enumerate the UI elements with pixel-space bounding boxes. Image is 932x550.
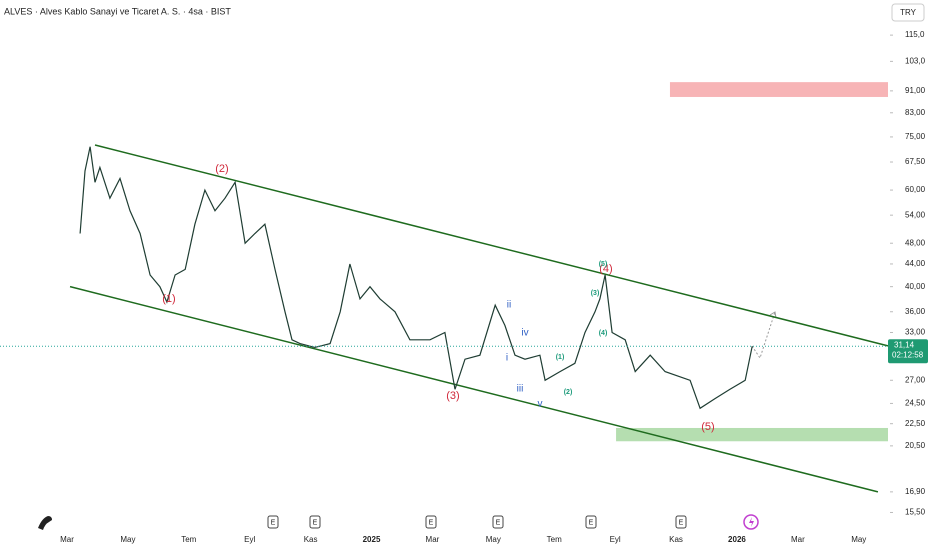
y-tick-label: 54,00 xyxy=(905,210,926,219)
y-tick-label: 60,00 xyxy=(905,185,926,194)
event-label: E xyxy=(429,519,434,526)
event-label: E xyxy=(679,519,684,526)
x-tick-label: May xyxy=(851,535,866,544)
price-line xyxy=(79,146,753,410)
wave-label: (1) xyxy=(162,293,175,305)
wave-label: (5) xyxy=(701,421,714,433)
wave-label: iii xyxy=(517,384,524,395)
y-tick-label: 67,50 xyxy=(905,157,926,166)
y-tick-label: 115,0 xyxy=(905,30,925,39)
event-badge[interactable] xyxy=(492,515,504,529)
wave-label: v xyxy=(538,399,543,410)
price-tag xyxy=(888,339,928,364)
event-label: E xyxy=(496,519,501,526)
y-tick-label: 91,00 xyxy=(905,86,926,95)
lightning-icon[interactable] xyxy=(743,514,759,530)
event-badge[interactable] xyxy=(425,515,437,529)
logo[interactable] xyxy=(38,516,52,530)
chart-title: ALVES · Alves Kablo Sanayi ve Ticaret A.… xyxy=(4,6,231,16)
wave-label: (1) xyxy=(556,354,565,361)
channel-line xyxy=(69,285,879,493)
currency-button[interactable] xyxy=(891,3,925,22)
x-tick-label: Eyl xyxy=(244,535,255,544)
x-tick-label: 2026 xyxy=(728,535,746,544)
event-label: E xyxy=(271,519,276,526)
x-tick-label: Mar xyxy=(60,535,74,544)
wave-label: ii xyxy=(507,300,511,311)
x-tick-label: 2025 xyxy=(363,535,381,544)
x-tick-label: Eyl xyxy=(610,535,621,544)
y-tick-label: 15,50 xyxy=(905,508,926,517)
y-tick-label: 20,50 xyxy=(905,441,926,450)
y-tick-label: 48,00 xyxy=(905,238,926,247)
projection xyxy=(751,311,776,360)
wave-label: (4) xyxy=(599,330,608,337)
x-tick-label: Mar xyxy=(791,535,805,544)
y-tick-label: 33,00 xyxy=(905,328,926,337)
countdown: 02:12:58 xyxy=(892,350,924,359)
projection-arrow xyxy=(769,311,777,319)
event-label: E xyxy=(313,519,318,526)
y-tick-label: 103,0 xyxy=(905,56,926,65)
event-badge[interactable] xyxy=(585,515,597,529)
event-badge[interactable] xyxy=(267,515,279,529)
y-tick-label: 16,90 xyxy=(905,487,926,496)
currency[interactable]: TRY xyxy=(900,8,917,17)
price-tag-label: 31,14 xyxy=(894,340,915,349)
x-tick-label: Tem xyxy=(181,535,196,544)
wave-label: (5) xyxy=(599,261,608,268)
wave-label: (3) xyxy=(591,290,600,297)
x-tick-label: May xyxy=(120,535,135,544)
x-tick-label: Mar xyxy=(426,535,440,544)
x-tick-label: Kas xyxy=(669,535,683,544)
y-tick-label: 83,00 xyxy=(905,108,926,117)
wave-label: (2) xyxy=(564,389,573,396)
event-badge[interactable] xyxy=(675,515,687,529)
y-tick-label: 22,50 xyxy=(905,419,926,428)
wave-label: (3) xyxy=(446,390,459,402)
y-tick-label: 36,00 xyxy=(905,307,926,316)
y-tick-label: 40,00 xyxy=(905,282,926,291)
y-tick-label: 24,50 xyxy=(905,399,926,408)
y-tick-label: 75,00 xyxy=(905,132,926,141)
channel-line xyxy=(94,144,889,347)
event-badge[interactable] xyxy=(309,515,321,529)
wave-label: iv xyxy=(521,328,528,339)
lightning-bolt xyxy=(749,517,754,527)
zone xyxy=(616,427,888,442)
wave-label: i xyxy=(506,353,508,364)
y-tick-label: 27,00 xyxy=(905,375,926,384)
x-tick-label: Tem xyxy=(547,535,562,544)
zone xyxy=(669,82,888,97)
x-tick-label: Kas xyxy=(304,535,318,544)
wave-label: (2) xyxy=(215,163,228,175)
y-tick-label: 44,00 xyxy=(905,259,926,268)
x-tick-label: May xyxy=(486,535,501,544)
event-label: E xyxy=(589,519,594,526)
wave-label: (4) xyxy=(599,263,612,275)
